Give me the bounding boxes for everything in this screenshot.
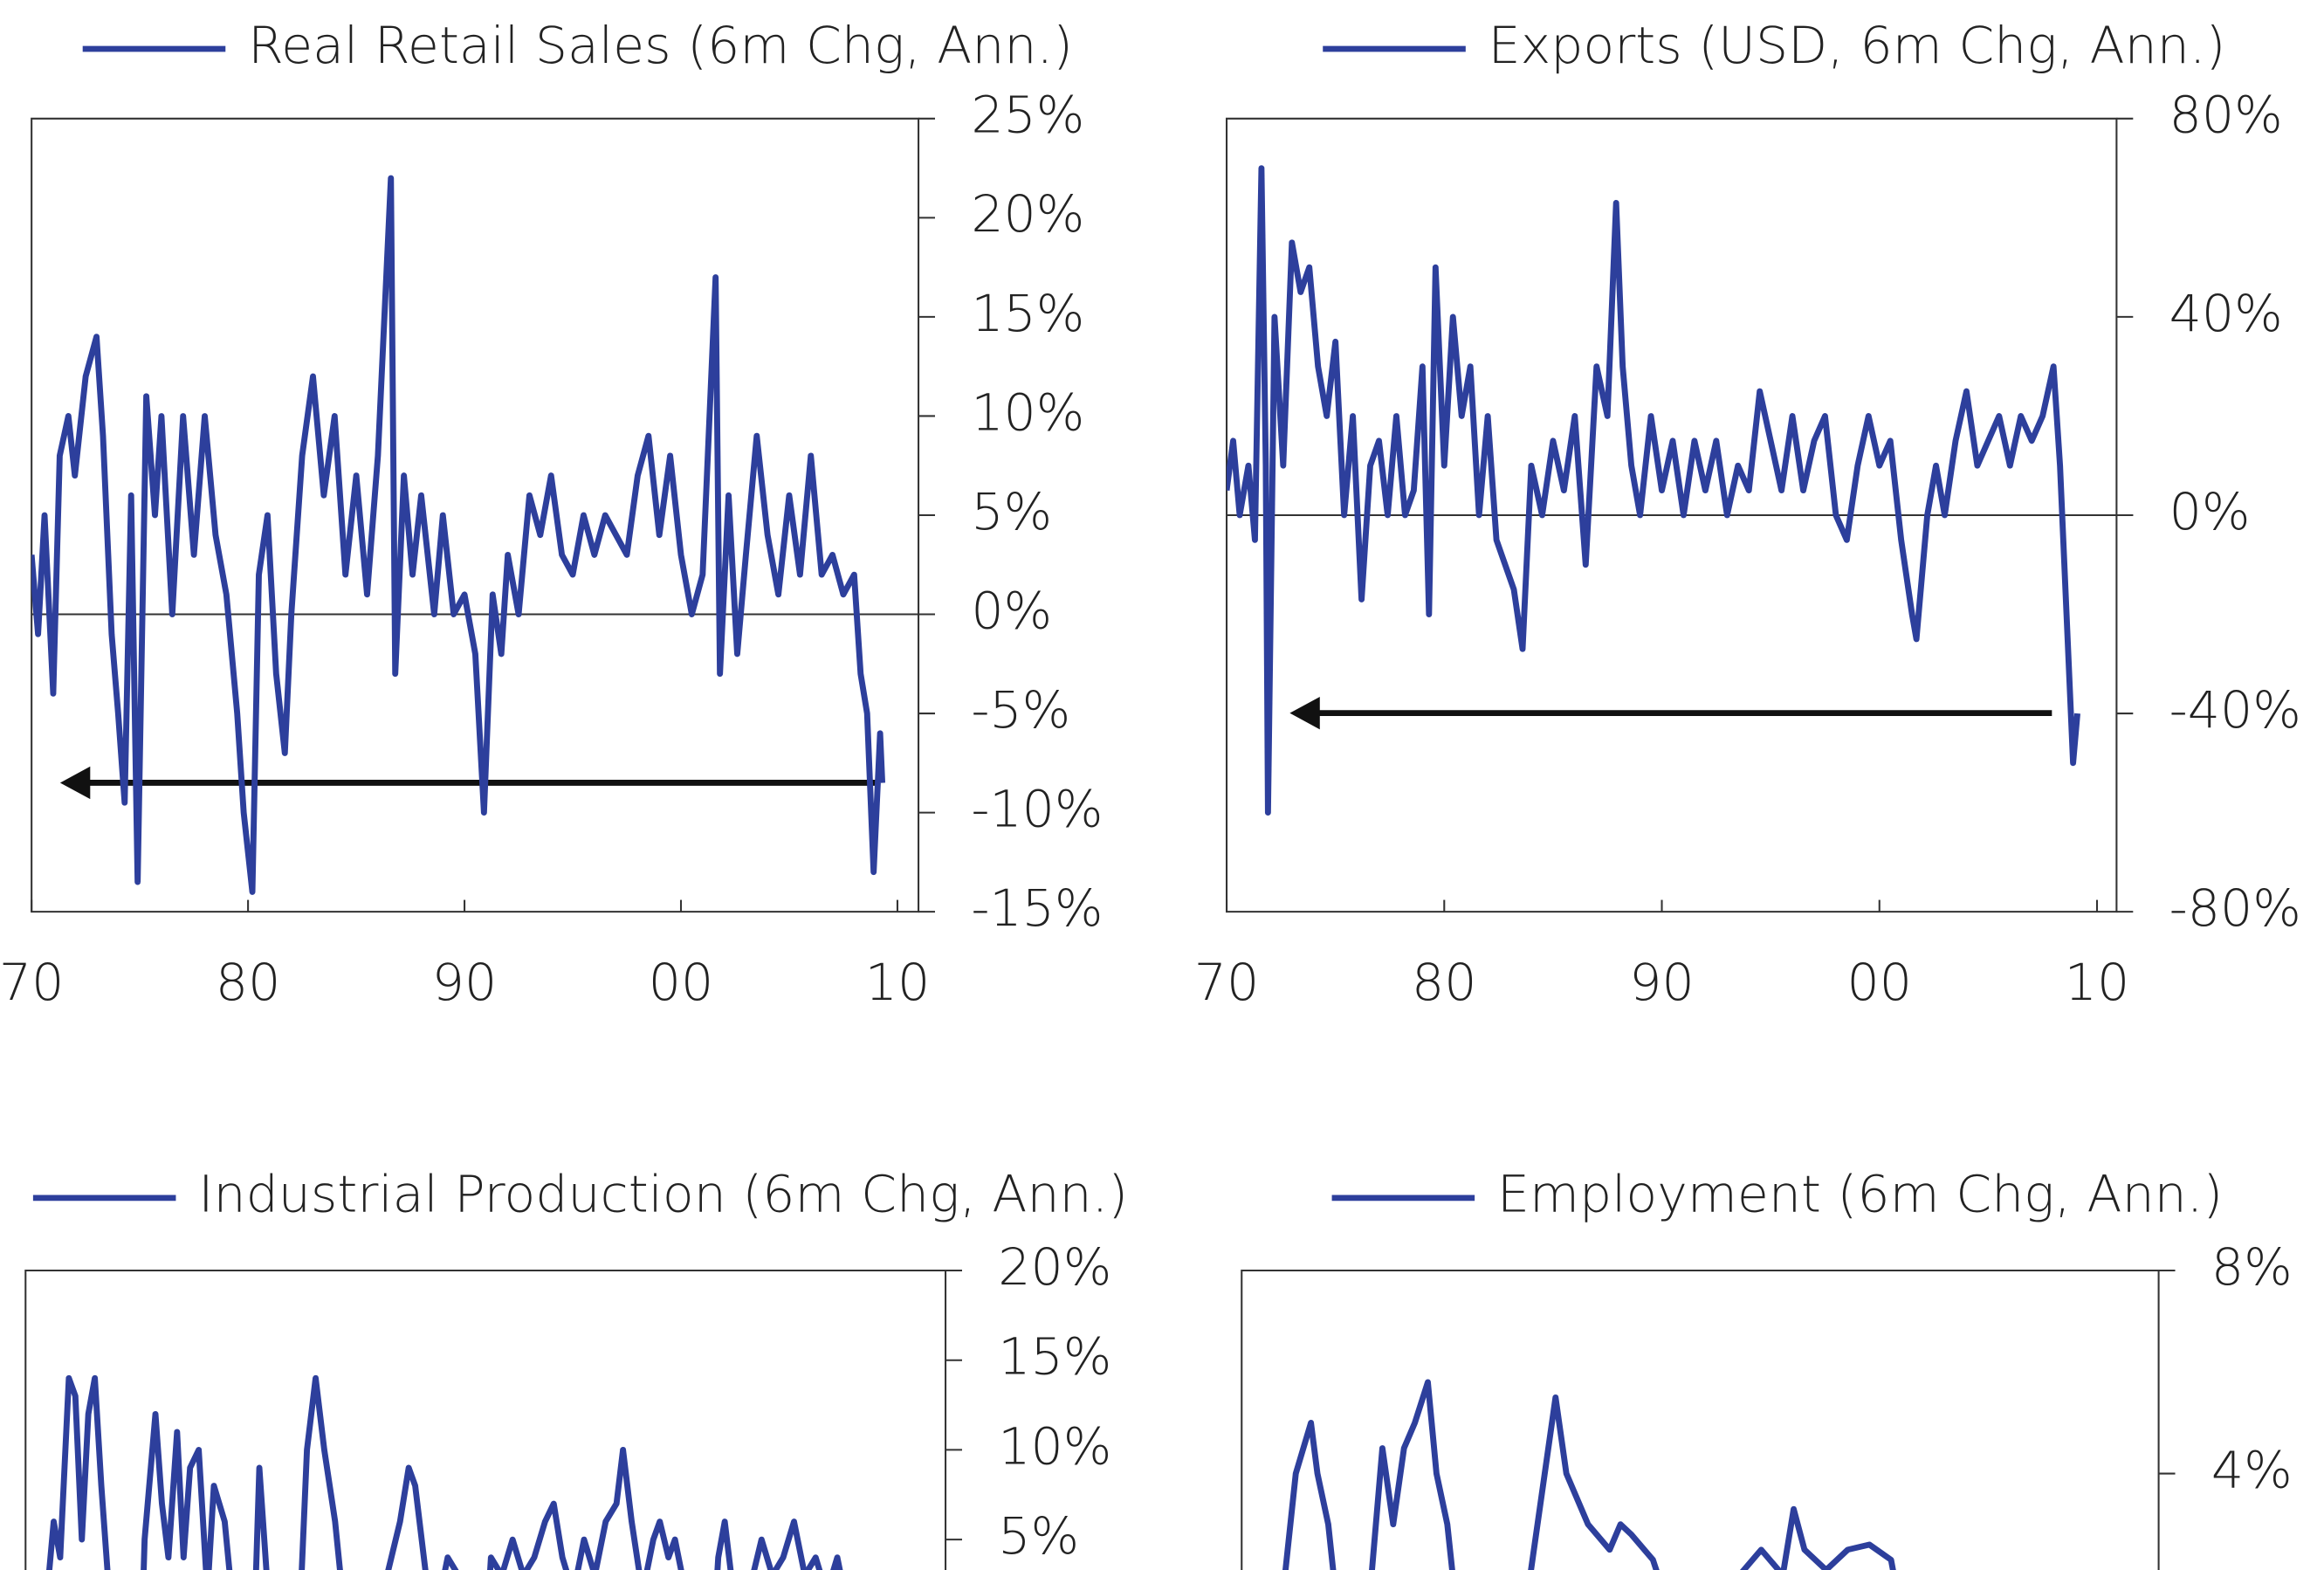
y-tick-label: 0% [971, 582, 1052, 641]
series-line [46, 1374, 843, 1570]
legend-label: Industrial Production (6m Chg, Ann.) [198, 1165, 1128, 1224]
legend-label: Real Retail Sales (6m Chg, Ann.) [248, 16, 1073, 75]
arrow-head [1289, 696, 1320, 730]
plot-frame [24, 1270, 947, 1570]
y-tick-label: 80% [2169, 86, 2283, 145]
y-tick-label: 0% [2169, 482, 2251, 541]
y-tick-label: 8% [2211, 1237, 2293, 1297]
y-tick-label: 25% [971, 86, 1084, 145]
y-tick-label: 5% [971, 482, 1052, 541]
series-line [31, 175, 886, 895]
x-tick-label: 10 [2065, 953, 2129, 1012]
y-tick-label: -40% [2169, 680, 2301, 740]
y-tick-label: -15% [971, 878, 1103, 938]
panel: 20% 15% 10% 5% Industrial Production (6m Chg… [24, 1165, 1128, 1570]
y-tick-label: 20% [998, 1237, 1111, 1297]
x-tick-label: 00 [1847, 953, 1912, 1012]
x-tick-label: 90 [432, 953, 497, 1012]
y-tick-label: 20% [971, 185, 1084, 244]
y-tick-label: -5% [971, 680, 1070, 740]
x-tick-label: 90 [1629, 953, 1694, 1012]
y-tick-label: -10% [971, 780, 1103, 839]
y-tick-label: 4% [2211, 1441, 2293, 1500]
x-tick-label: 80 [1412, 953, 1476, 1012]
legend-label: Employment (6m Chg, Ann.) [1497, 1165, 2223, 1224]
x-tick-label: 70 [1194, 953, 1259, 1012]
legend-label: Exports (USD, 6m Chg, Ann.) [1489, 16, 2226, 75]
x-tick-label: 80 [216, 953, 280, 1012]
y-tick-label: 40% [2169, 284, 2283, 343]
y-tick-label: 15% [971, 284, 1084, 343]
x-tick-label: 70 [0, 953, 64, 1012]
y-tick-label: 10% [971, 383, 1084, 443]
arrow-head [59, 766, 91, 800]
y-tick-label: 5% [998, 1506, 1079, 1566]
plot-frame [1241, 1270, 2160, 1570]
panel: 25% 20% 15% 10% 5% 0% -5% -10% -15% 70 80 90 00 10 Rea… [0, 16, 1104, 1012]
plot-frame [1226, 117, 2118, 913]
y-tick-label: -80% [2169, 878, 2301, 938]
y-tick-label: 10% [998, 1417, 1111, 1477]
series-line [1227, 165, 2080, 816]
panel: 80% 40% 0% -40% -80% 70 80 90 00 10 Exports (USD, … [1194, 16, 2301, 1012]
series-line [1282, 1379, 1896, 1570]
x-tick-label: 00 [649, 953, 713, 1012]
panel: 8% 4% Employment (6m Chg, Ann.) [1241, 1165, 2293, 1570]
y-tick-label: 15% [998, 1327, 1111, 1387]
x-tick-label: 10 [865, 953, 930, 1012]
